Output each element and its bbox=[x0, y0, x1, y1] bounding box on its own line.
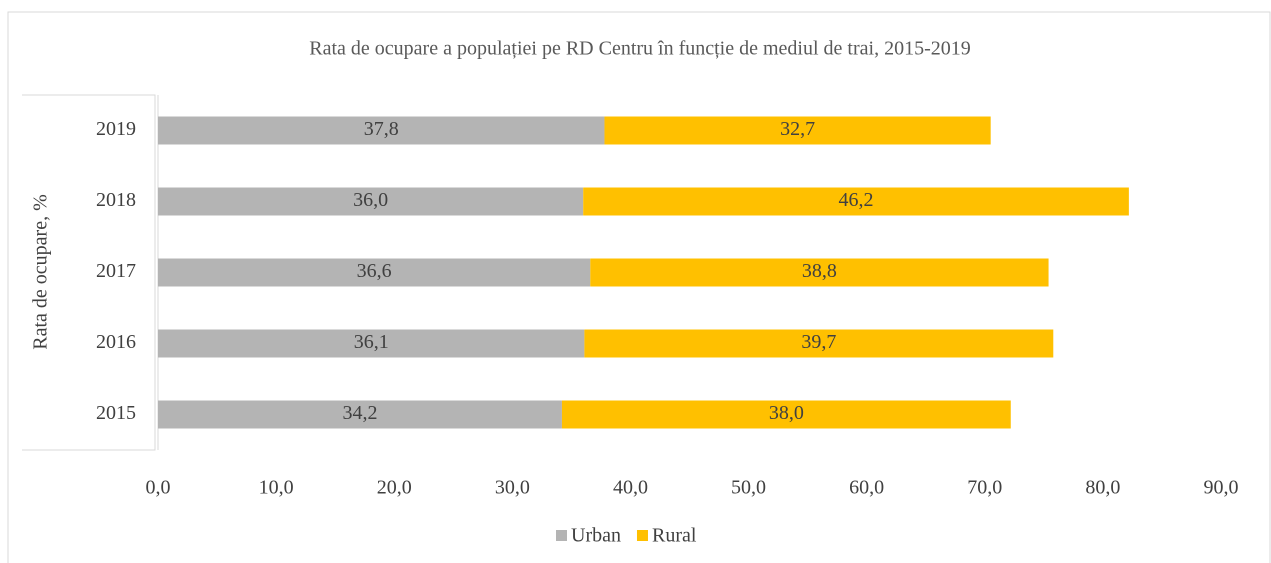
chart-title: Rata de ocupare a populației pe RD Centr… bbox=[309, 38, 970, 60]
value-label: 34,2 bbox=[342, 402, 377, 424]
x-tick-label: 30,0 bbox=[495, 477, 530, 499]
legend-label: Rural bbox=[652, 525, 697, 547]
value-label: 46,2 bbox=[839, 189, 874, 211]
x-tick-label: 90,0 bbox=[1204, 477, 1239, 499]
bar-segment bbox=[158, 187, 584, 216]
x-tick-label: 70,0 bbox=[967, 477, 1002, 499]
bar-segment bbox=[590, 258, 1049, 287]
x-tick-label: 80,0 bbox=[1085, 477, 1120, 499]
bar-segment bbox=[158, 258, 591, 287]
y-tick-label: 2017 bbox=[96, 260, 136, 282]
value-label: 38,8 bbox=[802, 260, 837, 282]
value-label: 39,7 bbox=[801, 331, 836, 353]
bar-segment bbox=[158, 329, 585, 358]
bar-segment bbox=[584, 329, 1054, 358]
x-tick-label: 20,0 bbox=[377, 477, 412, 499]
value-label: 32,7 bbox=[780, 118, 815, 140]
legend-label: Urban bbox=[571, 525, 621, 547]
chart-frame bbox=[7, 11, 1271, 563]
bar-segment bbox=[561, 400, 1011, 429]
bar-segment bbox=[158, 116, 605, 145]
bar-segment bbox=[158, 400, 562, 429]
bar-segment bbox=[604, 116, 991, 145]
bar-segment bbox=[583, 187, 1129, 216]
x-tick-label: 50,0 bbox=[731, 477, 766, 499]
axis-title-box bbox=[22, 94, 156, 451]
y-tick-label: 2019 bbox=[96, 118, 136, 140]
y-tick-label: 2015 bbox=[96, 402, 136, 424]
x-tick-label: 60,0 bbox=[849, 477, 884, 499]
value-label: 38,0 bbox=[769, 402, 804, 424]
y-tick-label: 2016 bbox=[96, 331, 136, 353]
y-tick-label: 2018 bbox=[96, 189, 136, 211]
legend-swatch bbox=[636, 530, 648, 541]
y-axis-label: Rata de ocupare, % bbox=[30, 194, 52, 349]
x-tick-label: 0,0 bbox=[146, 477, 171, 499]
value-label: 36,6 bbox=[357, 260, 392, 282]
legend-swatch bbox=[556, 530, 567, 541]
x-tick-label: 10,0 bbox=[259, 477, 294, 499]
value-label: 37,8 bbox=[364, 118, 399, 140]
value-label: 36,1 bbox=[354, 331, 389, 353]
value-label: 36,0 bbox=[353, 189, 388, 211]
x-tick-label: 40,0 bbox=[613, 477, 648, 499]
